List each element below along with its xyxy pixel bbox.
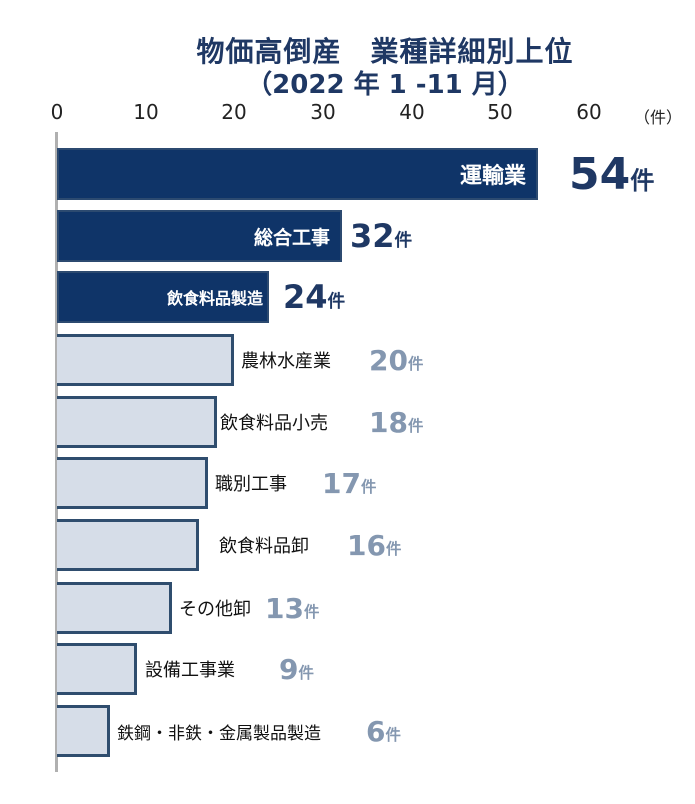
bar-label: 飲食料品卸 xyxy=(219,536,309,557)
bar-value: 18 件 xyxy=(369,396,423,448)
x-tick: 20 xyxy=(221,100,247,124)
bar xyxy=(57,457,208,509)
value-number: 20 xyxy=(369,343,408,377)
chart-title: 物価高倒産 業種詳細別上位 xyxy=(196,35,574,68)
bar-label: 飲食料品小売 xyxy=(220,413,328,434)
bar-label: その他卸 xyxy=(179,599,251,620)
value-unit: 件 xyxy=(385,725,401,744)
value-number: 13 xyxy=(265,591,304,625)
bar-value: 32 件 xyxy=(350,210,412,262)
value-number: 18 xyxy=(369,405,408,439)
x-tick: 10 xyxy=(133,100,159,124)
x-tick: 50 xyxy=(487,100,513,124)
value-number: 17 xyxy=(322,466,361,500)
value-number: 54 xyxy=(569,148,631,200)
chart-subtitle: （2022 年 1 -11 月） xyxy=(246,70,524,100)
value-number: 16 xyxy=(347,528,386,562)
bar-label: 総合工事 xyxy=(253,226,330,249)
value-number: 32 xyxy=(350,217,395,255)
bar-value: 24 件 xyxy=(283,271,345,323)
bar xyxy=(57,334,234,386)
value-unit: 件 xyxy=(298,663,314,682)
bar xyxy=(57,271,269,323)
value-unit: 件 xyxy=(630,166,655,195)
bar-value: 20 件 xyxy=(369,334,423,386)
value-number: 6 xyxy=(366,714,386,748)
bar xyxy=(57,643,137,695)
x-tick: 40 xyxy=(399,100,425,124)
bar-label: 農林水産業 xyxy=(241,351,331,372)
bar xyxy=(57,396,217,448)
x-tick: 30 xyxy=(310,100,336,124)
value-number: 9 xyxy=(279,652,299,686)
bar-value: 16 件 xyxy=(347,519,401,571)
bar-label: 設備工事業 xyxy=(145,660,235,681)
value-unit: 件 xyxy=(385,539,402,558)
x-tick: 0 xyxy=(50,100,64,124)
bar xyxy=(57,582,172,634)
bar-label: 運輸業 xyxy=(459,164,526,189)
value-unit: 件 xyxy=(360,477,377,496)
bar-value: 17 件 xyxy=(322,457,376,509)
x-tick: 60 xyxy=(576,100,602,124)
value-unit: 件 xyxy=(327,291,346,312)
y-axis-line xyxy=(55,132,58,772)
bar xyxy=(57,519,199,571)
bar-label: 職別工事 xyxy=(215,474,287,495)
value-unit: 件 xyxy=(407,416,424,435)
bar-label: 鉄鋼・非鉄・金属製品製造 xyxy=(117,723,321,744)
bar xyxy=(57,210,342,262)
value-unit: 件 xyxy=(407,354,424,373)
bar-label: 飲食料品製造 xyxy=(166,289,263,308)
bar-value: 13 件 xyxy=(265,582,319,634)
bar xyxy=(57,148,538,200)
bar-value: 54 件 xyxy=(569,148,654,200)
value-unit: 件 xyxy=(394,230,413,251)
value-unit: 件 xyxy=(303,602,320,621)
x-axis-unit: （件） xyxy=(634,108,683,127)
bar xyxy=(57,705,110,757)
value-number: 24 xyxy=(283,278,328,316)
